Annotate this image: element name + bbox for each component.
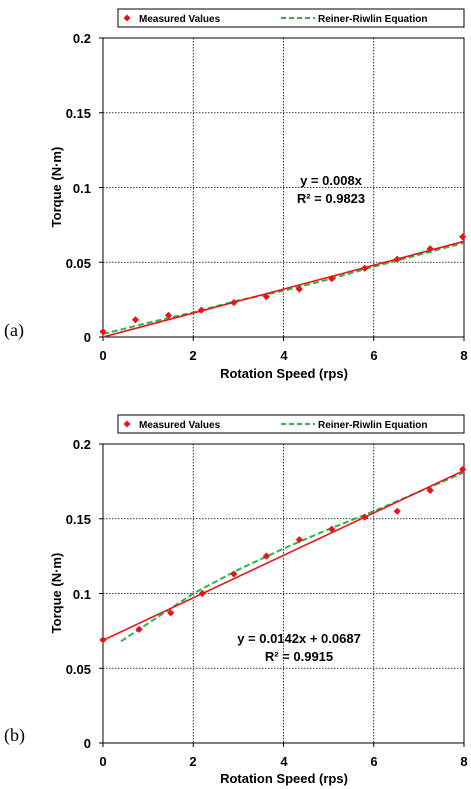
series-b	[99, 465, 467, 644]
grid-b	[103, 444, 464, 743]
axes-b	[99, 443, 465, 747]
x-tick-label-a-1: 2	[189, 348, 196, 363]
x-tick-label-a-4: 8	[460, 348, 467, 363]
data-point-b-9	[393, 507, 401, 515]
data-point-a-1	[131, 316, 140, 324]
data-point-a-9	[393, 255, 401, 263]
y-axis-title-a: Torque (N·m)	[49, 147, 64, 228]
x-axis-title-a: Rotation Speed (rps)	[220, 366, 348, 381]
y-tick-label-a-4: 0.2	[73, 31, 91, 46]
data-point-a-0	[99, 328, 107, 336]
x-tick-label-a-3: 6	[370, 348, 377, 363]
data-point-b-10	[426, 486, 434, 494]
series-a	[99, 233, 467, 338]
legend-marker-icon-b	[123, 420, 131, 428]
x-tick-label-b-2: 4	[280, 754, 288, 769]
data-point-b-1	[135, 625, 143, 633]
trend-line-a	[102, 240, 465, 338]
model-line-b	[120, 471, 465, 643]
data-point-a-3	[197, 306, 205, 314]
y-tick-label-b-1: 0.05	[66, 662, 91, 677]
data-point-b-0	[99, 636, 107, 644]
equation-text-b: y = 0.0142x + 0.0687	[237, 631, 361, 646]
y-tick-label-b-3: 0.15	[66, 512, 91, 527]
data-point-a-7	[328, 275, 336, 283]
x-tick-label-a-0: 0	[99, 348, 106, 363]
data-point-b-8	[361, 513, 369, 521]
x-tick-label-b-0: 0	[99, 754, 106, 769]
x-tick-label-b-4: 8	[460, 754, 467, 769]
data-point-a-11	[459, 233, 467, 241]
panel-label-a: (a)	[4, 320, 24, 341]
data-point-b-6	[295, 536, 303, 544]
data-point-a-8	[361, 264, 369, 272]
y-axis-title-b: Torque (N·m)	[49, 553, 64, 634]
axes-a	[99, 37, 465, 341]
data-point-b-2	[167, 609, 175, 617]
x-tick-label-b-3: 6	[370, 754, 377, 769]
y-tick-label-a-1: 0.05	[66, 256, 91, 271]
r-squared-text-b: R² = 0.9915	[265, 649, 333, 664]
chart-panel-a: Measured Values Reiner-Riwlin Equation 0…	[4, 8, 468, 381]
x-tick-label-b-1: 2	[189, 754, 196, 769]
data-point-a-2	[164, 311, 173, 319]
y-tick-label-b-4: 0.2	[73, 437, 91, 452]
data-point-b-7	[328, 525, 336, 533]
data-point-b-5	[262, 552, 270, 560]
y-tick-label-a-0: 0	[84, 330, 91, 345]
data-point-b-4	[230, 570, 238, 578]
legend-label-measured-b: Measured Values	[139, 420, 221, 431]
legend-label-model-a: Reiner-Riwlin Equation	[318, 14, 427, 25]
equation-text-a: y = 0.008x	[300, 173, 363, 188]
trend-line-b	[102, 469, 465, 642]
legend-marker-icon-a	[123, 14, 131, 22]
data-point-b-3	[198, 589, 206, 598]
data-point-a-10	[426, 245, 434, 253]
y-tick-label-b-2: 0.1	[73, 587, 91, 602]
legend-label-measured-a: Measured Values	[139, 14, 221, 25]
x-tick-label-a-2: 4	[280, 348, 288, 363]
x-axis-title-b: Rotation Speed (rps)	[220, 771, 348, 786]
panel-label-b: (b)	[4, 725, 25, 746]
grid-a	[103, 38, 464, 337]
y-tick-label-a-2: 0.1	[73, 181, 91, 196]
model-line-a	[102, 241, 465, 335]
y-tick-label-b-0: 0	[84, 736, 91, 751]
r-squared-text-a: R² = 0.9823	[297, 191, 365, 206]
y-tick-label-a-3: 0.15	[66, 106, 91, 121]
data-point-b-11	[459, 465, 467, 474]
data-point-a-4	[230, 299, 238, 307]
chart-panel-b: Measured Values Reiner-Riwlin Equation 0…	[4, 414, 468, 786]
data-point-a-6	[295, 285, 303, 293]
legend-label-model-b: Reiner-Riwlin Equation	[318, 420, 427, 431]
data-point-a-5	[262, 293, 270, 301]
